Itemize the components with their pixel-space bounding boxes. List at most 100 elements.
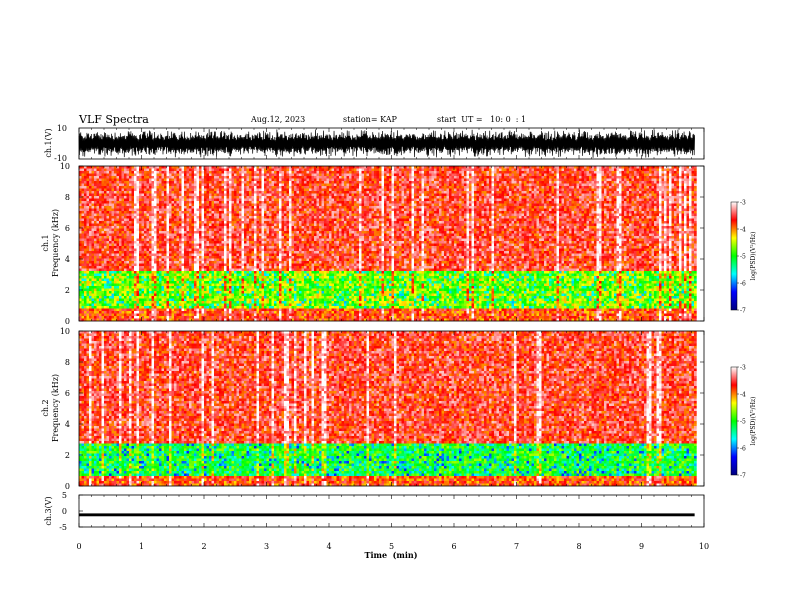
spectrogram-cell (104, 234, 107, 237)
spectrogram-cell (247, 296, 250, 299)
spectrogram-cell (279, 204, 282, 207)
spectrogram-cell (272, 261, 275, 264)
spectrogram-cell (177, 264, 180, 267)
spectrogram-cell (164, 236, 167, 239)
spectrogram-cell (177, 309, 180, 312)
spectrogram-cell (154, 221, 157, 224)
spectrogram-cell (124, 249, 127, 252)
spectrogram-cell (99, 199, 102, 202)
spectrogram-cell (277, 251, 280, 254)
spectrogram-cell (199, 209, 202, 212)
spectrogram-cell (194, 209, 197, 212)
spectrogram-cell (274, 239, 277, 242)
spectrogram-cell (119, 229, 122, 232)
spectrogram-cell (182, 206, 185, 209)
spectrogram-cell (179, 276, 182, 279)
spectrogram-cell (242, 171, 245, 174)
spectrogram-cell (94, 246, 97, 249)
spectrogram-cell (164, 301, 167, 304)
spectrogram-cell (169, 234, 172, 237)
spectrogram-cell (79, 249, 82, 252)
spectrogram-cell (239, 191, 242, 194)
spectrogram-cell (102, 276, 105, 279)
spectrogram-cell (262, 169, 265, 172)
spectrogram-cell (197, 179, 200, 182)
spectrogram-cell (189, 239, 192, 242)
spectrogram-cell (92, 209, 95, 212)
spectrogram-cell (269, 179, 272, 182)
spectrogram-cell (227, 184, 230, 187)
spectrogram-cell (254, 219, 257, 222)
spectrogram-cell (274, 301, 277, 304)
spectrogram-cell (167, 201, 170, 204)
spectrogram-cell (214, 196, 217, 199)
spectrogram-cell (237, 304, 240, 307)
spectrogram-cell (204, 241, 207, 244)
spectrogram-cell (117, 251, 120, 254)
spectrogram-cell (94, 209, 97, 212)
spectrogram-cell (119, 206, 122, 209)
spectrogram-cell (274, 181, 277, 184)
spectrogram-cell (252, 301, 255, 304)
spectrogram-cell (134, 306, 137, 309)
spectrogram-cell (207, 179, 210, 182)
spectrogram-cell (127, 311, 130, 314)
spectrogram-cell (252, 221, 255, 224)
spectrogram-cell (272, 189, 275, 192)
spectrogram-cell (272, 194, 275, 197)
spectrogram-cell (209, 189, 212, 192)
spectrogram-cell (89, 286, 92, 289)
spectrogram-cell (202, 246, 205, 249)
spectrogram-cell (92, 279, 95, 282)
spectrogram-cell (189, 284, 192, 287)
spectrogram-cell (227, 309, 230, 312)
spectrogram-cell (222, 186, 225, 189)
spectrogram-cell (114, 316, 117, 319)
spectrogram-cell (132, 226, 135, 229)
spectrogram-cell (249, 234, 252, 237)
spectrogram-cell (162, 296, 165, 299)
spectrogram-cell (154, 191, 157, 194)
spectrogram-cell (209, 259, 212, 262)
spectrogram-cell (112, 261, 115, 264)
spectrogram-cell (134, 166, 137, 169)
spectrogram-cell (92, 266, 95, 269)
spectrogram-cell (267, 309, 270, 312)
spectrogram-cell (217, 309, 220, 312)
spectrogram-cell (252, 316, 255, 319)
spectrogram-cell (254, 244, 257, 247)
spectrogram-cell (112, 224, 115, 227)
spectrogram-cell (134, 231, 137, 234)
spectrogram-cell (152, 314, 155, 317)
spectrogram-cell (79, 311, 82, 314)
spectrogram-cell (204, 264, 207, 267)
spectrogram-cell (182, 189, 185, 192)
spectrogram-cell (129, 176, 132, 179)
spectrogram-cell (137, 299, 140, 302)
spectrogram-cell (179, 199, 182, 202)
spectrogram-cell (107, 261, 110, 264)
spectrogram-cell (239, 261, 242, 264)
spectrogram-cell (154, 304, 157, 307)
spectrogram-cell (147, 251, 150, 254)
spectrogram-cell (179, 309, 182, 312)
spectrogram-cell (259, 284, 262, 287)
spectrogram-cell (194, 169, 197, 172)
spectrogram-cell (202, 226, 205, 229)
spectrogram-cell (187, 299, 190, 302)
spectrogram-cell (257, 299, 260, 302)
spectrogram-cell (269, 244, 272, 247)
spectrogram-cell (217, 244, 220, 247)
spectrogram-cell (254, 264, 257, 267)
spectrogram-cell (267, 174, 270, 177)
spectrogram-cell (244, 174, 247, 177)
spectrogram-cell (272, 296, 275, 299)
spectrogram-cell (267, 191, 270, 194)
spectrogram-cell (164, 209, 167, 212)
spectrogram-cell (244, 304, 247, 307)
spectrogram-cell (274, 171, 277, 174)
spectrogram-cell (269, 289, 272, 292)
spectrogram-cell (87, 166, 90, 169)
spectrogram-cell (217, 169, 220, 172)
spectrogram-cell (139, 266, 142, 269)
